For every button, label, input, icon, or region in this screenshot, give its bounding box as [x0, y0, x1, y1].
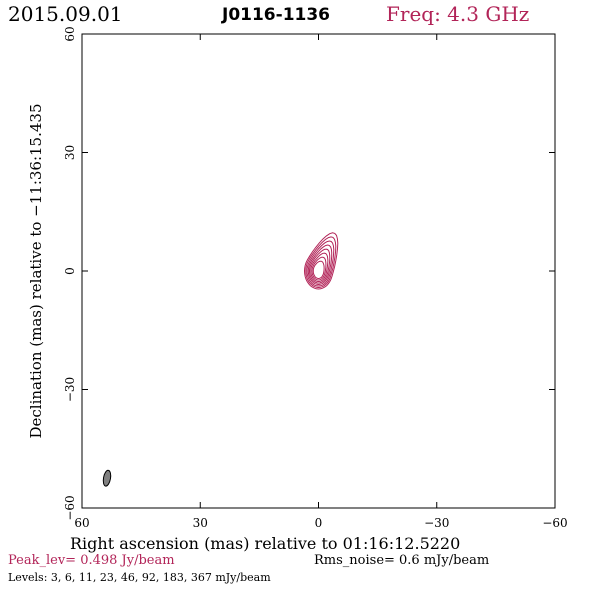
x-tick-label: −60 [542, 516, 567, 530]
source-name: J0116-1136 [222, 5, 331, 25]
beam-ellipse [102, 469, 112, 487]
rms-noise: Rms_noise= 0.6 mJy/beam [314, 553, 490, 568]
contour-group [303, 232, 339, 290]
x-tick-label: 0 [315, 516, 323, 530]
contour-level-46 [308, 248, 331, 284]
frequency-label: Freq: 4.3 GHz [386, 2, 530, 26]
x-tick-label: 30 [193, 516, 208, 530]
y-tick-label: 30 [63, 145, 77, 160]
y-tick-label: −60 [63, 495, 77, 520]
contour-level-23 [307, 244, 333, 286]
y-tick-label: 60 [63, 26, 77, 41]
plot-frame [81, 33, 556, 509]
x-tick-label: −30 [424, 516, 449, 530]
contour-level-11 [306, 240, 335, 287]
x-tick-label: 60 [74, 516, 89, 530]
x-axis-label: Right ascension (mas) relative to 01:16:… [70, 534, 461, 553]
contour-level-6 [305, 236, 337, 289]
contour-level-92 [310, 252, 329, 283]
epoch-date: 2015.09.01 [8, 2, 123, 26]
contour-level-367 [312, 260, 325, 280]
y-tick-label: −30 [63, 377, 77, 402]
contour-level-3 [303, 232, 339, 290]
peak-level: Peak_lev= 0.498 Jy/beam [8, 553, 175, 568]
y-tick-label: 0 [63, 267, 77, 275]
y-axis-label: Declination (mas) relative to −11:36:15.… [27, 103, 45, 438]
contour-levels: Levels: 3, 6, 11, 23, 46, 92, 183, 367 m… [8, 571, 271, 584]
contour-level-183 [311, 256, 327, 281]
